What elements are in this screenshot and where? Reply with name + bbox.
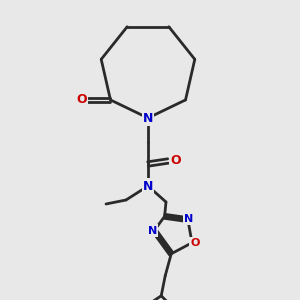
Text: N: N — [184, 214, 194, 224]
Text: O: O — [76, 93, 87, 106]
Text: O: O — [171, 154, 181, 167]
Text: N: N — [143, 112, 153, 124]
Text: O: O — [190, 238, 200, 248]
Text: N: N — [148, 226, 157, 236]
Text: N: N — [143, 179, 153, 193]
